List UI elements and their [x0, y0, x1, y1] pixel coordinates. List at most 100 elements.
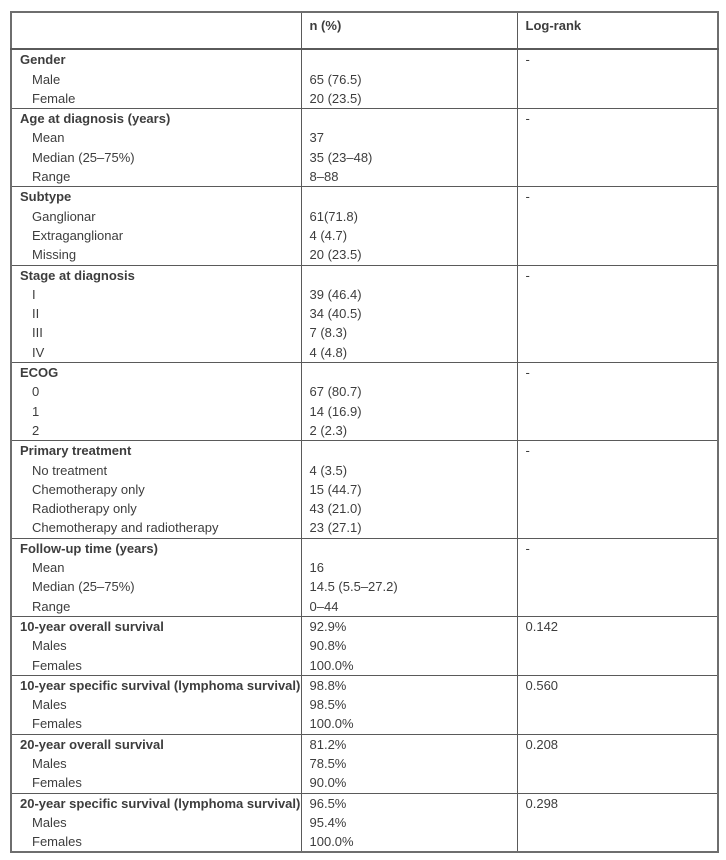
row-label: Ganglionar: [32, 208, 96, 224]
row-logrank-value: [516, 401, 718, 421]
row-n-value: 90.0%: [300, 773, 517, 794]
data-row: Range 0–44: [11, 596, 718, 617]
row-n-value: 2 (2.3): [300, 420, 517, 441]
data-row: Missing 20 (23.5): [11, 245, 718, 266]
data-row: Median (25–75%) 35 (23–48): [11, 147, 718, 168]
row-logrank-value: [516, 304, 718, 324]
column-header-log-rank: Log-rank: [516, 12, 718, 51]
data-row: Males 98.5%: [11, 695, 718, 715]
data-row: Female 20 (23.5): [11, 88, 718, 109]
data-row: Chemotherapy and radiotherapy 23 (27.1): [11, 518, 718, 539]
section-label: 20-year overall survival: [11, 733, 301, 754]
row-label: 2: [32, 422, 40, 438]
row-n-value: 34 (40.5): [300, 304, 517, 324]
section-header-row: 20-year overall survival 81.2% 0.208: [11, 733, 718, 754]
row-logrank-value: [516, 147, 718, 168]
row-label: 1: [32, 403, 40, 419]
row-logrank-value: [516, 832, 718, 853]
data-row: Females 100.0%: [11, 655, 718, 676]
row-logrank-value: [516, 636, 718, 656]
row-logrank-value: [516, 812, 718, 833]
section-n-value: [300, 440, 517, 461]
row-logrank-value: [516, 695, 718, 715]
data-row: Male 65 (76.5): [11, 69, 718, 89]
row-logrank-value: [516, 245, 718, 266]
row-label: Radiotherapy only: [32, 501, 137, 517]
section-n-value: 98.8%: [300, 674, 517, 696]
row-n-value: 95.4%: [300, 812, 517, 833]
section-n-value: 96.5%: [300, 792, 517, 813]
data-row: III 7 (8.3): [11, 323, 718, 343]
row-n-value: 20 (23.5): [300, 88, 517, 109]
table-container: n (%) Log-rank Gender - Male 65 (76.5) Femal…: [10, 11, 719, 854]
row-n-value: 65 (76.5): [300, 69, 517, 89]
data-row: Females 100.0%: [11, 714, 718, 735]
row-n-value: 100.0%: [300, 714, 517, 735]
row-logrank-value: [516, 342, 718, 363]
row-n-value: 7 (8.3): [300, 323, 517, 343]
section-label: Primary treatment: [11, 440, 301, 461]
data-row: Mean 37: [11, 128, 718, 148]
row-n-value: 90.8%: [300, 636, 517, 656]
row-logrank-value: [516, 714, 718, 735]
row-label: Median (25–75%): [32, 149, 135, 165]
section-logrank-value: -: [516, 440, 718, 461]
row-n-value: 37: [300, 128, 517, 148]
section-logrank-value: -: [516, 537, 718, 559]
row-label: Females: [32, 834, 82, 850]
row-n-value: 35 (23–48): [300, 147, 517, 168]
section-logrank-value: -: [516, 264, 718, 285]
row-label: Females: [32, 716, 82, 732]
data-row: Ganglionar 61(71.8): [11, 206, 718, 226]
header-row: n (%) Log-rank: [11, 12, 718, 51]
row-logrank-value: [516, 596, 718, 617]
characteristics-table: n (%) Log-rank Gender - Male 65 (76.5) Femal…: [10, 11, 719, 854]
data-row: 2 2 (2.3): [11, 420, 718, 441]
section-logrank-value: 0.560: [516, 674, 718, 696]
row-label: I: [32, 286, 36, 302]
row-logrank-value: [516, 499, 718, 519]
row-label: Males: [32, 638, 67, 654]
row-label: Range: [32, 169, 71, 185]
data-row: Median (25–75%) 14.5 (5.5–27.2): [11, 577, 718, 597]
row-label: No treatment: [32, 462, 108, 478]
row-logrank-value: [516, 753, 718, 774]
data-row: No treatment 4 (3.5): [11, 460, 718, 480]
row-n-value: 100.0%: [300, 832, 517, 853]
row-label: Males: [32, 697, 67, 713]
data-row: Females 100.0%: [11, 832, 718, 853]
row-label: Females: [32, 775, 82, 791]
data-row: Radiotherapy only 43 (21.0): [11, 499, 718, 519]
data-row: I 39 (46.4): [11, 284, 718, 305]
row-logrank-value: [516, 577, 718, 597]
section-label: 10-year overall survival: [11, 615, 301, 637]
data-row: II 34 (40.5): [11, 304, 718, 324]
row-n-value: 4 (4.7): [300, 225, 517, 246]
row-logrank-value: [516, 382, 718, 402]
row-label: Males: [32, 755, 67, 771]
section-header-row: 10-year overall survival 92.9% 0.142: [11, 615, 718, 637]
section-label: Age at diagnosis (years): [11, 108, 301, 129]
row-logrank-value: [516, 323, 718, 343]
row-label: III: [32, 325, 43, 341]
row-label: Mean: [32, 560, 65, 576]
row-logrank-value: [516, 479, 718, 500]
row-n-value: 14 (16.9): [300, 401, 517, 421]
row-logrank-value: [516, 773, 718, 794]
section-label: ECOG: [11, 362, 301, 383]
section-logrank-value: -: [516, 48, 718, 70]
row-label: Female: [32, 90, 76, 106]
section-logrank-value: 0.298: [516, 792, 718, 813]
data-row: Extraganglionar 4 (4.7): [11, 225, 718, 246]
row-label: II: [32, 306, 40, 322]
table-body: Gender - Male 65 (76.5) Female 20 (23.5) Age a…: [11, 48, 718, 853]
section-header-row: Follow-up time (years) -: [11, 537, 718, 559]
section-n-value: [300, 108, 517, 129]
row-n-value: 16: [300, 558, 517, 578]
section-label: Gender: [11, 48, 301, 70]
row-label: Median (25–75%): [32, 579, 135, 595]
data-row: 0 67 (80.7): [11, 382, 718, 402]
section-label: Stage at diagnosis: [11, 264, 301, 285]
section-logrank-value: -: [516, 108, 718, 129]
